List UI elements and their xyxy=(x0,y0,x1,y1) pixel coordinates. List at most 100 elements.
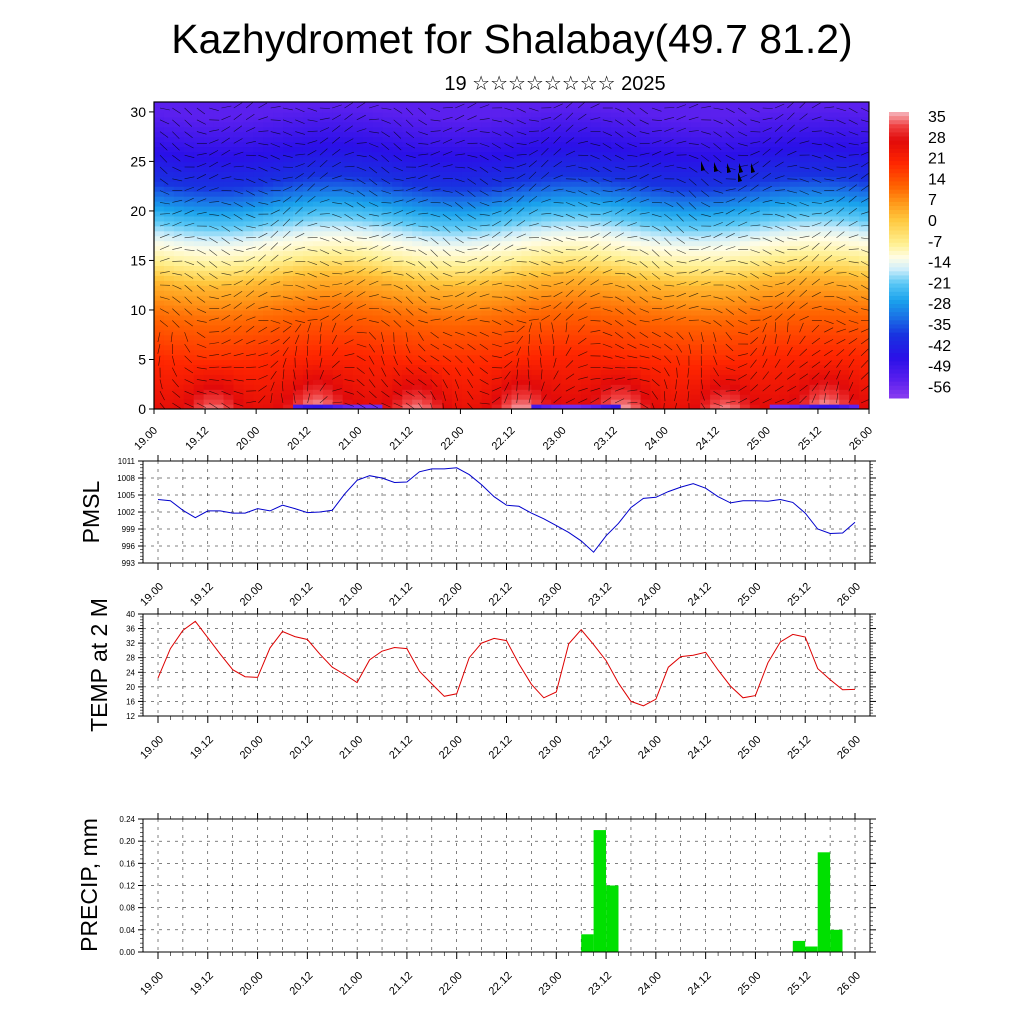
cross-section-field xyxy=(154,102,869,409)
precip-bar xyxy=(593,830,606,952)
colorbar-label: -21 xyxy=(928,275,951,292)
colorbar: 35 28 21 14 7 0 -7 -14 -21 -28 -35 -42 -49 -56 xyxy=(889,109,951,399)
x-tick-label: 19.00 xyxy=(132,425,160,453)
y-tick-label: 996 xyxy=(122,542,136,551)
x-tick-label: 19.12 xyxy=(188,734,216,762)
x-tick-label: 25.00 xyxy=(736,734,764,762)
x-tick-label: 23.00 xyxy=(536,581,564,609)
colorbar-label: -7 xyxy=(928,234,942,251)
x-tick-label: 26.00 xyxy=(835,581,863,609)
x-tick-label: 22.00 xyxy=(437,970,465,998)
x-tick-label: 24.00 xyxy=(636,581,664,609)
x-tick-label: 22.12 xyxy=(487,970,515,998)
y-tick-label: 15 xyxy=(130,252,146,268)
x-tick-label: 19.12 xyxy=(188,581,216,609)
temp-axis-label: TEMP at 2 M xyxy=(86,598,112,732)
y-tick-label: 10 xyxy=(130,302,146,318)
colorbar-label: -28 xyxy=(928,296,951,313)
colorbar-label: -35 xyxy=(928,317,951,334)
colorbar-label: 28 xyxy=(928,130,946,147)
x-tick-label: 24.00 xyxy=(636,970,664,998)
precip-bar xyxy=(805,946,818,952)
x-tick-label: 20.00 xyxy=(238,734,266,762)
x-tick-label: 24.00 xyxy=(636,734,664,762)
x-tick-label: 22.12 xyxy=(487,734,515,762)
x-tick-label: 23.12 xyxy=(586,970,614,998)
y-tick-label: 1005 xyxy=(117,491,135,500)
y-tick-label: 36 xyxy=(126,625,135,634)
y-tick-label: 16 xyxy=(126,697,135,706)
x-tick-label: 25.12 xyxy=(785,734,813,762)
colorbar-label: -49 xyxy=(928,359,951,376)
y-tick-label: 5 xyxy=(138,351,146,367)
x-tick-label: 19.12 xyxy=(188,970,216,998)
y-tick-label: 1011 xyxy=(118,457,136,466)
y-tick-label: 24 xyxy=(126,668,135,677)
y-tick-label: 0.08 xyxy=(119,904,135,913)
x-tick-label: 22.00 xyxy=(437,734,465,762)
x-tick-label: 20.12 xyxy=(285,425,313,453)
x-tick-label: 21.12 xyxy=(387,581,415,609)
precip-bar xyxy=(817,852,831,953)
x-tick-label: 21.12 xyxy=(388,425,416,453)
colorbar-label: 0 xyxy=(928,213,937,230)
y-tick-label: 1002 xyxy=(117,508,135,517)
temp-series-line xyxy=(157,620,856,707)
x-tick-label: 21.12 xyxy=(387,734,415,762)
x-tick-label: 23.12 xyxy=(586,734,614,762)
x-tick-label: 25.12 xyxy=(785,581,813,609)
precip-bar xyxy=(830,929,843,952)
pmsl-axis-label: PMSL xyxy=(78,480,104,543)
x-tick-label: 19.00 xyxy=(138,581,166,609)
y-tick-label: 25 xyxy=(130,153,146,169)
y-tick-label: 20 xyxy=(126,683,135,692)
y-tick-label: 0.12 xyxy=(119,882,135,891)
x-tick-label: 22.12 xyxy=(487,581,515,609)
y-tick-label: 999 xyxy=(122,525,136,534)
y-tick-label: 993 xyxy=(122,559,136,568)
x-tick-label: 20.12 xyxy=(288,581,316,609)
chart-title: Kazhydromet for Shalabay(49.7 81.2) xyxy=(171,16,853,62)
x-tick-label: 25.00 xyxy=(745,425,773,453)
precip-bar xyxy=(606,885,619,952)
x-tick-label: 23.12 xyxy=(586,581,614,609)
x-tick-label: 22.00 xyxy=(437,581,465,609)
chart-subtitle: 19 ☆☆☆☆☆☆☆☆ 2025 xyxy=(444,73,666,95)
x-tick-label: 25.00 xyxy=(736,581,764,609)
x-tick-label: 21.00 xyxy=(337,581,365,609)
precip-bar xyxy=(792,940,806,952)
y-tick-label: 0.20 xyxy=(119,837,135,846)
precip-panel: 0.00 0.04 0.08 0.12 0.16 0.20 0.24 19.00 19.12 2… xyxy=(76,813,876,998)
colorbar-label: -14 xyxy=(928,255,951,272)
x-tick-label: 20.12 xyxy=(288,970,316,998)
precip-axis-label: PRECIP, mm xyxy=(76,818,102,952)
y-tick-label: 12 xyxy=(126,712,135,721)
x-tick-label: 23.12 xyxy=(592,425,620,453)
y-tick-label: 0.04 xyxy=(119,926,135,935)
y-tick-label: 20 xyxy=(130,203,146,219)
x-tick-label: 26.00 xyxy=(835,970,863,998)
y-tick-label: 0.00 xyxy=(119,948,135,957)
x-tick-label: 20.12 xyxy=(288,734,316,762)
x-tick-label: 24.12 xyxy=(686,734,714,762)
colorbar-label: -42 xyxy=(928,338,951,355)
x-tick-label: 23.00 xyxy=(536,970,564,998)
x-tick-label: 25.00 xyxy=(736,970,764,998)
y-tick-label: 0 xyxy=(138,401,146,417)
x-tick-label: 19.00 xyxy=(138,734,166,762)
x-tick-label: 21.00 xyxy=(337,970,365,998)
x-tick-label: 21.00 xyxy=(337,734,365,762)
pmsl-series-line xyxy=(157,467,856,553)
x-tick-label: 20.00 xyxy=(238,970,266,998)
colorbar-label: 35 xyxy=(928,109,946,126)
y-tick-label: 0.24 xyxy=(119,815,135,824)
y-tick-label: 40 xyxy=(126,610,135,619)
x-tick-label: 25.12 xyxy=(796,425,824,453)
y-tick-label: 0.16 xyxy=(119,859,135,868)
x-tick-label: 20.00 xyxy=(234,425,262,453)
x-tick-label: 23.00 xyxy=(536,734,564,762)
x-tick-label: 19.12 xyxy=(183,425,211,453)
colorbar-label: -56 xyxy=(928,379,951,396)
cross-section-panel: 0 5 10 15 20 25 30 19.00 19.12 20.00 20.12 21.00 21… xyxy=(130,101,875,453)
